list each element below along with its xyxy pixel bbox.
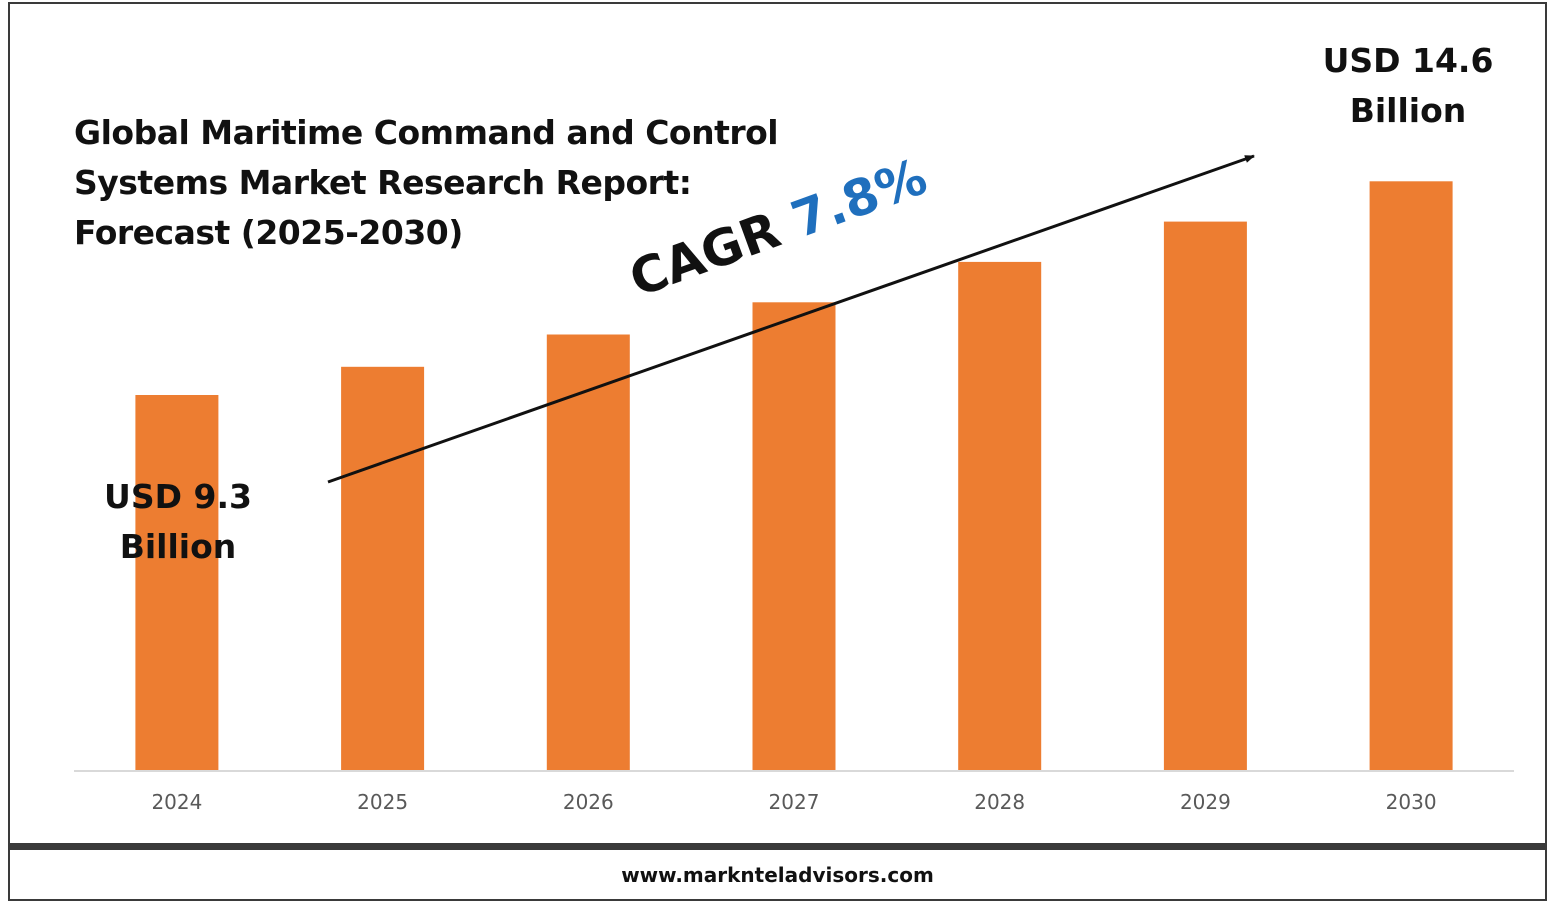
x-tick-labels: 2024 2025 2026 2027 2028 2029 2030 xyxy=(151,790,1436,814)
start-value-label: USD 9.3 Billion xyxy=(104,477,252,566)
bar-2028 xyxy=(958,261,1042,770)
x-tick-label-2027: 2027 xyxy=(769,790,820,814)
bar-2024 xyxy=(135,395,219,770)
x-tick-label-2028: 2028 xyxy=(974,790,1025,814)
x-tick-label-2026: 2026 xyxy=(563,790,614,814)
bar-chart: 2024 2025 2026 2027 2028 2029 2030 xyxy=(74,154,1514,814)
bar-2026 xyxy=(546,334,630,770)
x-tick-label-2025: 2025 xyxy=(357,790,408,814)
end-value-label: USD 14.6 Billion xyxy=(1322,41,1494,130)
footer-website: www.marknteladvisors.com xyxy=(621,863,934,887)
bars xyxy=(135,181,1453,771)
bar-2029 xyxy=(1163,221,1247,771)
bar-2030 xyxy=(1369,181,1453,771)
growth-arrow xyxy=(327,154,1255,484)
bar-2025 xyxy=(341,366,425,770)
bar-2027 xyxy=(752,302,836,770)
x-tick-label-2030: 2030 xyxy=(1386,790,1437,814)
x-tick-label-2029: 2029 xyxy=(1180,790,1231,814)
chart-title: Global Maritime Command and Control Syst… xyxy=(74,113,779,252)
footer-bar: www.marknteladvisors.com xyxy=(8,845,1547,901)
x-tick-label-2024: 2024 xyxy=(151,790,202,814)
